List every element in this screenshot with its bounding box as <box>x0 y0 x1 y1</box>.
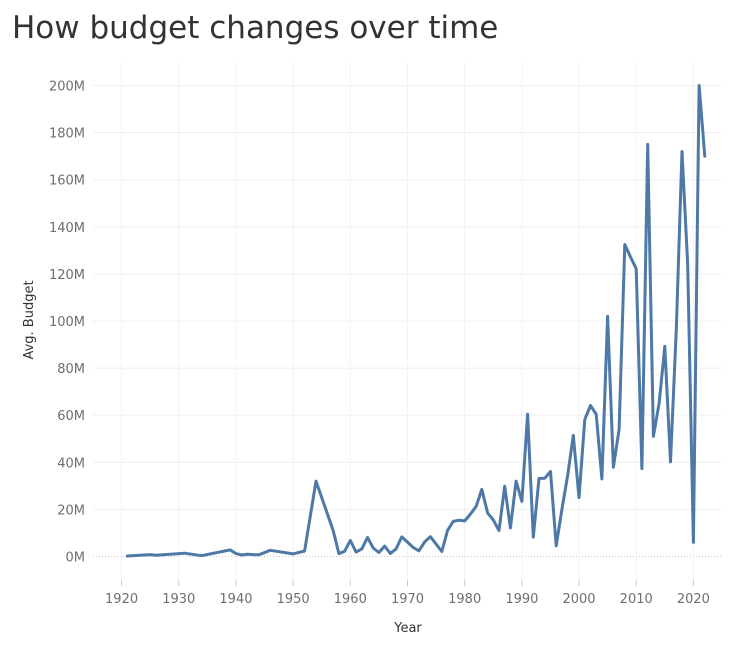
x-tick-label: 1940 <box>219 592 252 607</box>
y-tick-label: 140M <box>49 221 85 236</box>
x-tick-label: 1960 <box>334 592 367 607</box>
x-tick-label: 2010 <box>620 592 653 607</box>
x-tick-label: 1950 <box>277 592 310 607</box>
y-axis-title: Avg. Budget <box>22 280 37 359</box>
series-line <box>125 84 707 558</box>
x-tick-label: 1920 <box>105 592 138 607</box>
y-tick-label: 160M <box>49 174 85 189</box>
y-tick-label: 180M <box>49 127 85 142</box>
x-tick-label: 1930 <box>162 592 195 607</box>
y-tick-label: 0M <box>66 550 86 565</box>
x-tick-label: 1990 <box>505 592 538 607</box>
y-tick-label: 40M <box>57 456 85 471</box>
y-tick-label: 80M <box>57 362 85 377</box>
x-tick-label: 2020 <box>677 592 710 607</box>
x-tick-label: 2000 <box>562 592 595 607</box>
y-tick-label: 100M <box>49 315 85 330</box>
chart-title: How budget changes over time <box>12 10 499 46</box>
y-tick-label: 120M <box>49 268 85 283</box>
x-axis-title: Year <box>393 621 422 636</box>
y-tick-label: 200M <box>49 80 85 95</box>
y-tick-label: 20M <box>57 503 85 518</box>
x-tick-label: 1980 <box>448 592 481 607</box>
y-tick-label: 60M <box>57 409 85 424</box>
x-tick-label: 1970 <box>391 592 424 607</box>
